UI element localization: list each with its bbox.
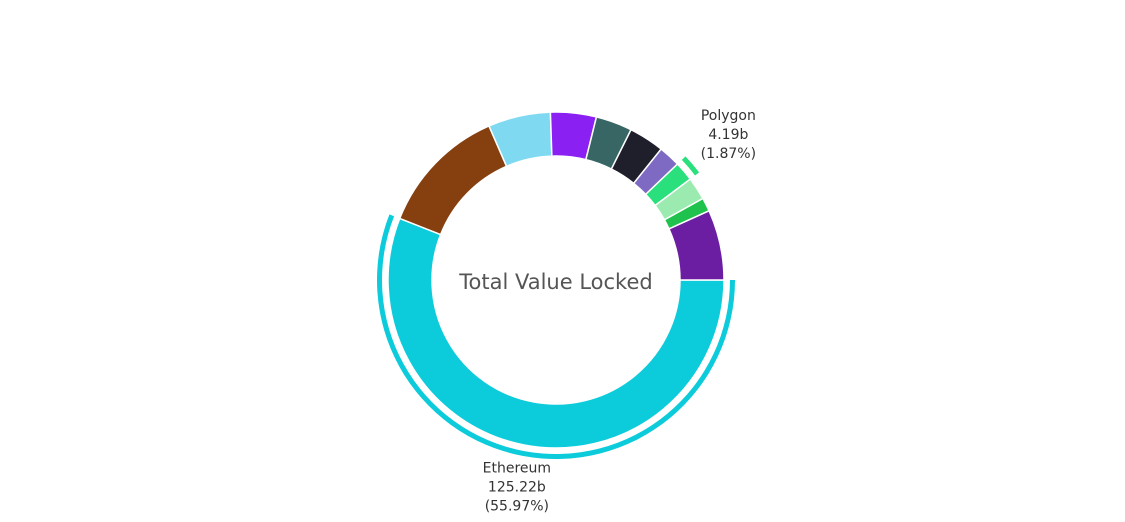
slice-label-ethereum: Ethereum 125.22b (55.97%): [483, 460, 551, 514]
slice-ethereum[interactable]: [387, 217, 725, 449]
slice-labels-group: Ethereum 125.22b (55.97%) Polygon 4.19b (1.87…: [483, 108, 756, 514]
highlight-arc-polygon: [681, 156, 700, 176]
slice-11[interactable]: [667, 209, 725, 281]
highlight-arcs-group: [376, 156, 735, 460]
slice-label-polygon: Polygon 4.19b (1.87%): [701, 108, 756, 162]
slice-label-line: Ethereum: [483, 460, 551, 476]
center-title: Total Value Locked: [458, 270, 652, 294]
slice-label-line: (1.87%): [701, 146, 756, 162]
slice-2[interactable]: [398, 124, 508, 236]
slice-label-line: Polygon: [701, 108, 756, 124]
slice-label-line: (55.97%): [485, 498, 549, 514]
slice-label-line: 125.22b: [488, 479, 546, 495]
slices-group: [387, 111, 725, 449]
slice-label-line: 4.19b: [708, 127, 748, 143]
